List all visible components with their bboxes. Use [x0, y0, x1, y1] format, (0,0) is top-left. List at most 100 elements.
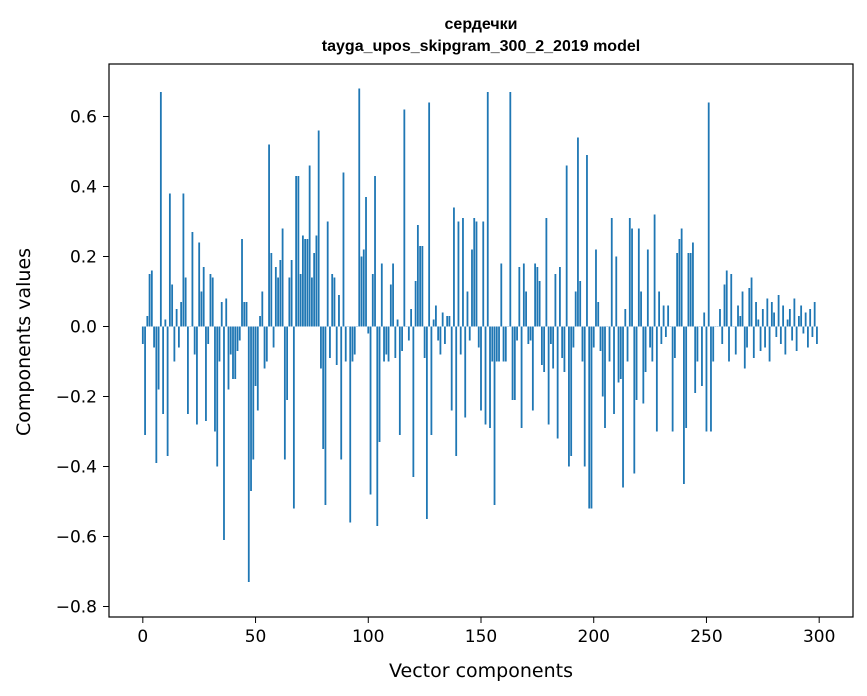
bar-15: [175, 309, 178, 327]
bar-194: [579, 281, 582, 327]
bar-45: [243, 302, 246, 327]
bar-136: [448, 316, 451, 327]
bar-26: [200, 291, 203, 327]
bar-212: [619, 326, 622, 379]
bar-3: [148, 274, 151, 327]
bar-122: [416, 225, 419, 327]
bar-292: [800, 305, 803, 327]
bar-168: [520, 326, 523, 428]
bar-79: [320, 326, 322, 369]
bar-215: [626, 326, 629, 362]
x-axis-label: Vector components: [389, 660, 573, 682]
bar-137: [450, 326, 453, 411]
bar-146: [471, 249, 473, 327]
bar-52: [259, 316, 261, 327]
bar-291: [797, 316, 800, 327]
bar-207: [608, 326, 611, 362]
bar-119: [410, 309, 413, 327]
y-tick-label: 0.0: [70, 318, 97, 338]
bar-220: [637, 228, 640, 327]
bar-33: [216, 326, 219, 467]
bar-270: [750, 277, 753, 327]
bar-47: [247, 326, 250, 582]
bar-84: [331, 274, 334, 327]
bar-41: [234, 326, 237, 379]
bars-group: [141, 88, 818, 582]
bar-279: [770, 302, 773, 327]
bar-31: [211, 277, 214, 327]
bar-214: [624, 309, 627, 327]
bar-19: [184, 277, 187, 327]
bar-0: [141, 326, 144, 344]
bar-216: [628, 218, 631, 327]
bar-125: [423, 326, 426, 358]
bar-131: [437, 326, 440, 341]
bar-252: [710, 326, 712, 432]
bar-99: [365, 197, 367, 327]
bar-277: [766, 298, 769, 327]
bar-68: [295, 176, 298, 327]
bar-134: [444, 326, 446, 344]
bar-58: [272, 326, 275, 348]
bar-188: [565, 165, 568, 327]
bar-236: [673, 326, 676, 358]
bar-191: [572, 326, 575, 348]
bar-181: [549, 326, 552, 344]
bar-109: [387, 326, 390, 362]
bar-120: [412, 326, 415, 477]
bar-42: [236, 326, 239, 351]
bar-85: [333, 277, 336, 327]
bar-245: [694, 326, 697, 393]
bar-23: [193, 326, 196, 355]
bar-83: [329, 326, 331, 358]
x-tick-label: 300: [803, 627, 835, 647]
bar-210: [615, 256, 618, 327]
bar-267: [743, 326, 746, 369]
bar-35: [220, 302, 223, 327]
x-tick-label: 200: [578, 627, 610, 647]
bar-260: [728, 326, 730, 362]
bar-176: [538, 281, 541, 327]
bar-266: [741, 291, 744, 327]
y-tick-label: 0.2: [70, 248, 97, 268]
bar-258: [723, 284, 726, 327]
bar-284: [782, 305, 785, 327]
bar-208: [610, 218, 613, 327]
bar-16: [177, 326, 180, 348]
bar-67: [292, 326, 295, 509]
bar-36: [223, 326, 225, 540]
bar-2: [146, 316, 149, 327]
bar-269: [748, 288, 751, 327]
bar-49: [252, 326, 255, 460]
bar-113: [396, 319, 399, 327]
bar-60: [277, 277, 279, 327]
bar-213: [622, 326, 624, 488]
bar-167: [518, 267, 521, 327]
y-ticks: −0.8 −0.6 −0.4 −0.2 0.0 0.2 0.4 0.6: [56, 108, 109, 618]
bar-73: [306, 239, 309, 327]
bar-135: [446, 316, 449, 327]
bar-174: [534, 263, 537, 327]
bar-126: [425, 326, 428, 519]
bar-288: [791, 326, 794, 341]
bar-53: [261, 291, 264, 327]
bar-164: [511, 326, 514, 400]
bar-71: [301, 235, 304, 327]
bar-244: [692, 242, 694, 327]
bar-298: [813, 302, 816, 327]
bar-6: [155, 326, 158, 463]
bar-293: [802, 326, 805, 334]
bar-228: [655, 326, 658, 432]
bar-186: [561, 326, 564, 358]
bar-152: [484, 326, 487, 425]
bar-294: [804, 312, 807, 327]
bar-273: [757, 319, 760, 327]
bar-197: [586, 155, 588, 327]
bar-62: [281, 228, 284, 327]
bar-187: [563, 326, 566, 372]
bar-14: [173, 326, 176, 362]
bar-184: [556, 326, 559, 439]
bar-183: [554, 274, 557, 327]
bar-295: [807, 326, 809, 348]
